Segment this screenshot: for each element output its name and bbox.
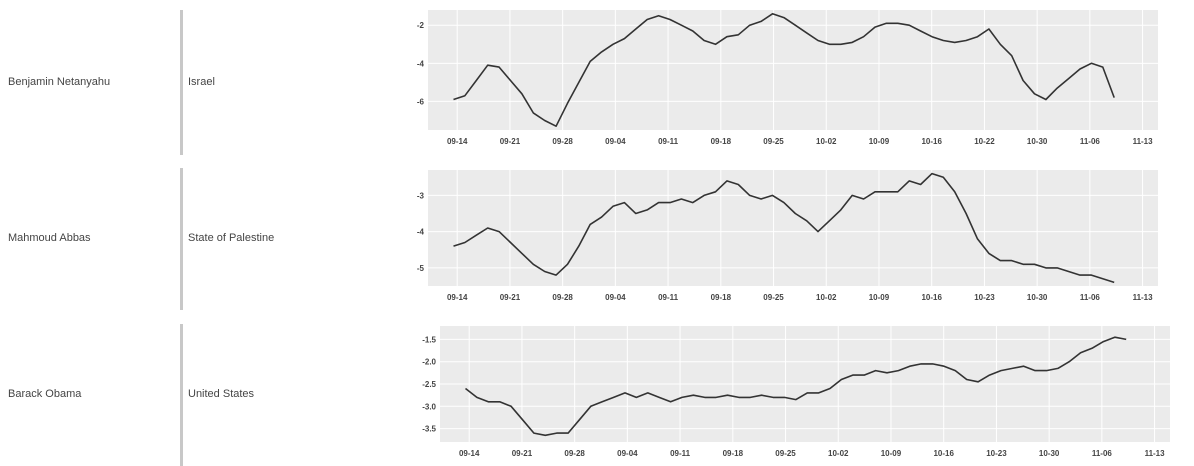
x-tick-label: 09-11 xyxy=(670,449,691,458)
y-tick-label: -5 xyxy=(417,264,425,273)
x-tick-label: 10-02 xyxy=(828,449,849,458)
y-tick-label: -4 xyxy=(417,228,425,237)
sentiment-chart-1: -2 -4 -6 09-14 09-21 09-28 09-04 09-11 09-18 09-2… xyxy=(417,10,1158,146)
x-tick-label: 11-06 xyxy=(1080,293,1101,302)
column-divider xyxy=(180,10,183,155)
leader-row-3: Barack Obama United States -1.5 -2.0 -2.5-… xyxy=(0,318,1194,466)
leader-country: State of Palestine xyxy=(188,232,275,244)
x-tick-label: 09-21 xyxy=(512,449,533,458)
x-tick-label: 09-11 xyxy=(658,293,679,302)
y-tick-label: -3.5 xyxy=(422,425,436,434)
x-tick-label: 10-09 xyxy=(869,293,890,302)
x-tick-label: 10-09 xyxy=(869,137,890,146)
y-tick-label: -3 xyxy=(417,191,425,200)
x-tick-label: 09-28 xyxy=(552,293,573,302)
y-tick-label: -6 xyxy=(417,97,425,106)
x-tick-label: 10-30 xyxy=(1027,293,1048,302)
x-tick-label: 11-13 xyxy=(1133,293,1154,302)
x-tick-label: 09-21 xyxy=(500,137,521,146)
leader-country: United States xyxy=(188,388,255,400)
x-tick-label: 09-25 xyxy=(775,449,796,458)
y-tick-label: -2.5 xyxy=(422,380,436,389)
x-tick-label: 09-14 xyxy=(447,137,468,146)
x-tick-label: 11-13 xyxy=(1133,137,1154,146)
x-tick-label: 09-04 xyxy=(617,449,638,458)
x-tick-label: 10-30 xyxy=(1039,449,1060,458)
y-tick-label: -4 xyxy=(417,59,425,68)
leader-name: Barack Obama xyxy=(8,388,82,400)
x-tick-label: 09-18 xyxy=(711,137,732,146)
x-tick-label: 09-04 xyxy=(605,137,626,146)
column-divider xyxy=(180,324,183,466)
x-tick-label: 10-23 xyxy=(986,449,1007,458)
leader-country: Israel xyxy=(188,76,215,88)
x-tick-label: 11-06 xyxy=(1092,449,1113,458)
y-tick-label: -2.0 xyxy=(422,358,436,367)
x-tick-label: 10-02 xyxy=(816,137,837,146)
column-divider xyxy=(180,168,183,310)
y-tick-label: -2 xyxy=(417,21,425,30)
x-tick-label: 09-28 xyxy=(564,449,585,458)
x-tick-label: 10-30 xyxy=(1027,137,1048,146)
sentiment-chart-3: -1.5 -2.0 -2.5 -3.0 -3.5 09-14 09-21 09-28 09-04… xyxy=(422,326,1170,458)
series-line xyxy=(453,13,1115,127)
x-tick-label: 11-06 xyxy=(1080,137,1101,146)
x-tick-label: 09-14 xyxy=(447,293,468,302)
x-tick-label: 11-13 xyxy=(1145,449,1166,458)
series-line xyxy=(453,172,1115,284)
x-tick-label: 10-09 xyxy=(881,449,902,458)
leader-name: Mahmoud Abbas xyxy=(8,232,91,244)
plot-background xyxy=(428,170,1158,286)
x-tick-label: 09-11 xyxy=(658,137,679,146)
sentiment-chart-2: -3 -4 -5 09-14 09-21 09-28 09-04 09-11 09-18 09-2… xyxy=(417,170,1158,302)
leader-row-2: Mahmoud Abbas State of Palestine -3 -4 -5 0… xyxy=(0,160,1194,310)
x-tick-label: 10-16 xyxy=(921,137,942,146)
x-tick-label: 09-21 xyxy=(500,293,521,302)
x-tick-label: 09-25 xyxy=(763,293,784,302)
x-tick-label: 10-23 xyxy=(974,293,995,302)
x-tick-label: 09-18 xyxy=(711,293,732,302)
x-tick-label: 09-28 xyxy=(552,137,573,146)
x-tick-label: 10-22 xyxy=(974,137,995,146)
x-tick-label: 09-18 xyxy=(723,449,744,458)
y-tick-label: -1.5 xyxy=(422,335,436,344)
series-line xyxy=(465,336,1127,437)
leader-row-1: Benjamin Netanyahu Israel -2 -4 -6 09-14 09-… xyxy=(0,0,1194,155)
x-tick-label: 10-16 xyxy=(921,293,942,302)
x-tick-label: 09-04 xyxy=(605,293,626,302)
plot-background xyxy=(428,10,1158,130)
leader-name: Benjamin Netanyahu xyxy=(8,76,111,88)
y-tick-label: -3.0 xyxy=(422,402,436,411)
x-tick-label: 09-25 xyxy=(763,137,784,146)
x-tick-label: 10-02 xyxy=(816,293,837,302)
x-tick-label: 10-16 xyxy=(933,449,954,458)
x-tick-label: 09-14 xyxy=(459,449,480,458)
